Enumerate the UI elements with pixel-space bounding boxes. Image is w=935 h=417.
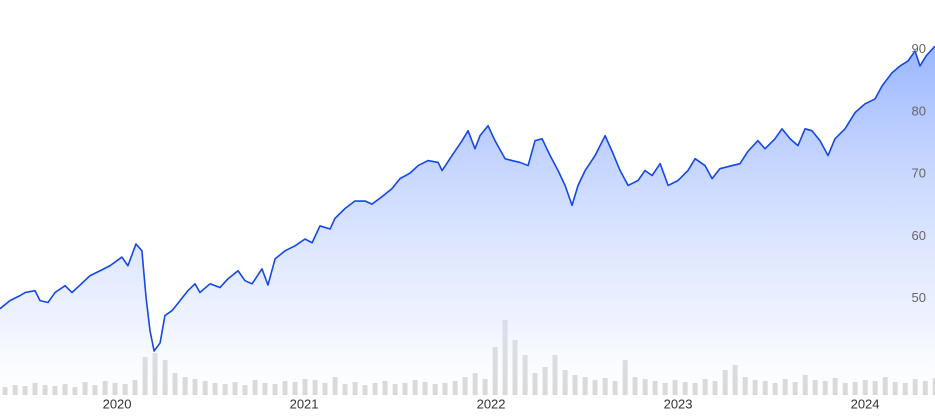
x-tick-label: 2023 xyxy=(664,396,693,411)
price-area xyxy=(0,46,935,417)
x-tick-label: 2021 xyxy=(290,396,319,411)
y-tick-label: 70 xyxy=(912,166,926,181)
y-tick-label: 80 xyxy=(912,103,926,118)
x-tick-label: 2022 xyxy=(477,396,506,411)
y-tick-label: 60 xyxy=(912,228,926,243)
price-line xyxy=(0,45,935,352)
y-tick-label: 90 xyxy=(912,41,926,56)
y-tick-label: 50 xyxy=(912,290,926,305)
x-tick-label: 2020 xyxy=(103,396,132,411)
x-tick-label: 2024 xyxy=(851,396,880,411)
